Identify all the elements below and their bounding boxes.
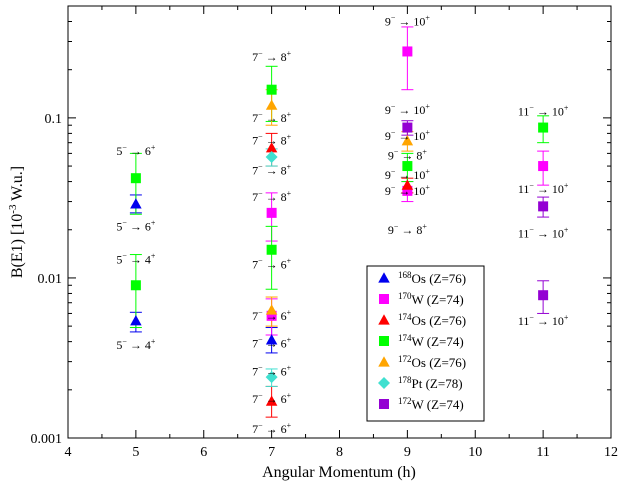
data-point [266, 244, 277, 255]
legend-label: 174Os (Z=76) [398, 312, 466, 328]
legend-marker [379, 336, 389, 346]
legend-label: 168Os (Z=76) [398, 270, 466, 286]
y-tick-label: 0.01 [38, 272, 63, 287]
transition-label: 11− → 10+ [518, 103, 569, 118]
data-point [265, 142, 278, 153]
x-tick-label: 9 [404, 445, 411, 460]
data-point [266, 310, 277, 321]
x-tick-label: 8 [336, 445, 343, 460]
transition-label: 7− → 8+ [252, 162, 292, 177]
x-tick-label: 5 [132, 445, 139, 460]
data-point [266, 207, 277, 218]
transition-label: 9− → 10+ [385, 128, 431, 143]
transition-label: 5− → 6+ [116, 143, 156, 158]
transition-label: 11− → 10+ [518, 313, 569, 328]
x-tick-label: 7 [268, 445, 275, 460]
transition-label: 5− → 4+ [116, 252, 156, 267]
transition-label: 7− → 6+ [252, 308, 292, 323]
legend-label: 172Os (Z=76) [398, 354, 466, 370]
data-point [402, 185, 413, 196]
legend-marker [379, 399, 389, 409]
data-point [401, 134, 414, 146]
legend-marker [379, 294, 389, 304]
transition-label: 7− → 8+ [252, 133, 292, 148]
transition-label: 7− → 6+ [252, 364, 292, 379]
data-point [402, 161, 413, 172]
data-point [130, 173, 141, 184]
x-tick-label: 10 [468, 445, 482, 460]
transition-label: 5− → 4+ [116, 337, 156, 352]
x-tick-label: 6 [200, 445, 207, 460]
transition-label: 9− → 8+ [388, 148, 428, 163]
legend-label: 170W (Z=74) [398, 291, 464, 307]
data-point [130, 315, 142, 326]
transition-label: 7− → 8+ [252, 110, 292, 125]
data-point [402, 122, 413, 133]
y-tick-label: 0.1 [45, 112, 63, 127]
data-point [401, 179, 414, 190]
transition-label: 7− → 8+ [252, 189, 292, 204]
data-point [265, 371, 278, 384]
x-axis-label: Angular Momentum (h) [262, 464, 416, 481]
data-point [538, 122, 549, 133]
legend-marker [378, 356, 390, 367]
legend-marker [378, 314, 390, 325]
transition-label: 5− → 6+ [116, 218, 156, 233]
data-point [402, 46, 413, 57]
transition-label: 7− → 6+ [252, 421, 292, 436]
legend: 168Os (Z=76) 170W (Z=74) 174Os (Z=76) 174W … [366, 265, 485, 422]
y-axis-label: B(E1) [10-3 W.u.] [7, 166, 26, 278]
legend-marker [378, 377, 390, 389]
legend-label: 178Pt (Z=78) [398, 375, 463, 391]
transition-label: 9− → 10+ [385, 167, 431, 182]
transition-label: 7− → 8+ [252, 49, 292, 64]
data-point [265, 304, 278, 315]
data-point [130, 198, 142, 209]
data-point [265, 334, 278, 345]
x-tick-label: 4 [65, 445, 72, 460]
data-point [538, 290, 549, 301]
x-tick-label: 12 [604, 445, 618, 460]
transition-label: 9− → 8+ [388, 222, 428, 237]
data-point [130, 280, 141, 291]
transition-label: 11− → 10+ [518, 181, 569, 196]
transition-label: 9− → 10+ [385, 183, 431, 198]
x-tick-label: 11 [536, 445, 549, 460]
data-point [265, 150, 278, 163]
data-point [265, 395, 278, 406]
y-tick-label: 0.001 [31, 432, 63, 447]
transition-label: 7− → 6+ [252, 257, 292, 272]
transition-label: 7− → 6+ [252, 335, 292, 350]
data-point [538, 161, 549, 172]
transition-label: 9− → 10+ [385, 14, 431, 29]
legend-label: 174W (Z=74) [398, 333, 464, 349]
legend-label: 172W (Z=74) [398, 396, 464, 412]
data-point [538, 201, 549, 212]
transition-label: 7− → 6+ [252, 391, 292, 406]
transition-label: 9− → 10+ [385, 102, 431, 117]
transition-label: 11− → 10+ [518, 225, 569, 240]
data-point [266, 84, 277, 95]
data-point [265, 99, 278, 110]
legend-marker [378, 272, 390, 283]
